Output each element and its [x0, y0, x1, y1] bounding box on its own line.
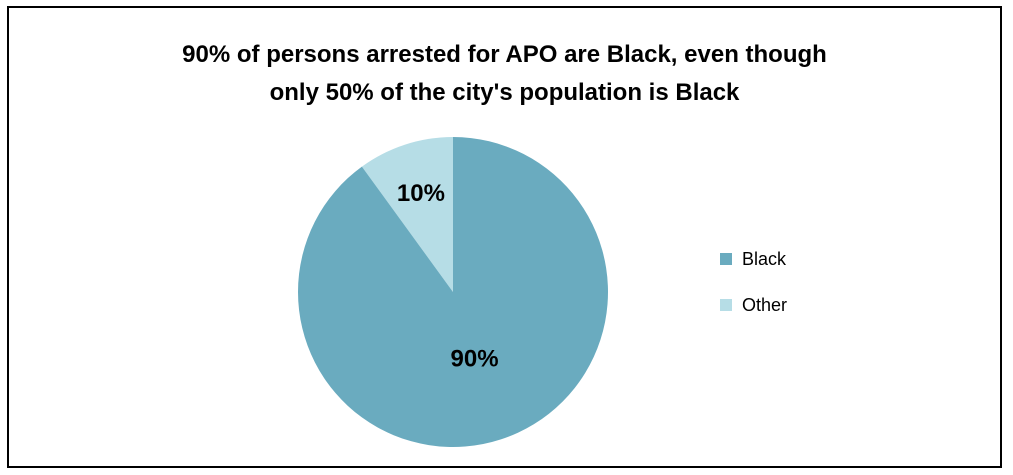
chart-title-line-2: only 50% of the city's population is Bla… [269, 79, 740, 106]
legend-item-black: Black [720, 247, 787, 271]
chart-title: 90% of persons arrested for APO are Blac… [9, 36, 1000, 112]
legend-label-other: Other [742, 294, 788, 315]
data-label-other: 10% [397, 180, 445, 207]
pie-slice-black [297, 137, 608, 447]
legend-swatch-other [720, 299, 732, 311]
legend-label-black: Black [742, 248, 787, 269]
chart-title-line-1: 90% of persons arrested for APO are Blac… [182, 41, 827, 68]
pie-slice-other [361, 137, 453, 292]
legend-swatch-black [720, 253, 732, 265]
chart-legend: Black Other [720, 247, 787, 339]
data-label-black: 90% [451, 345, 499, 372]
legend-item-other: Other [720, 293, 787, 317]
